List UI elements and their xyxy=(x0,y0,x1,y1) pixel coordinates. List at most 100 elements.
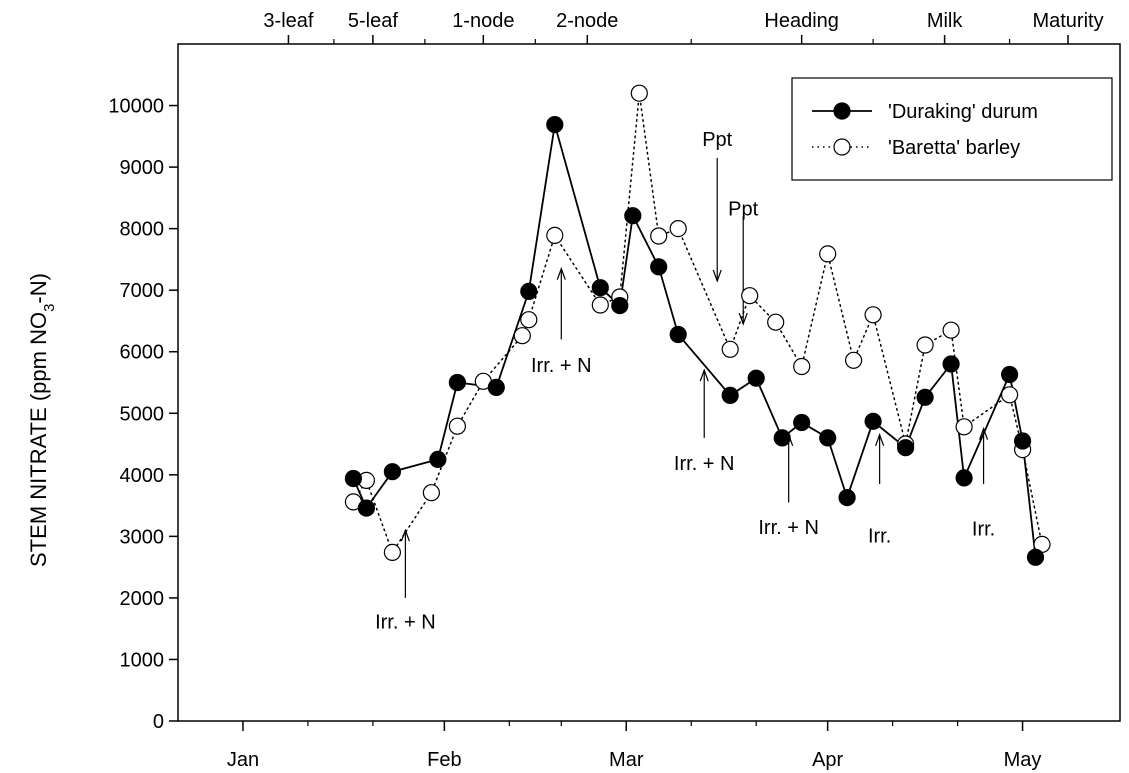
durum-point xyxy=(793,413,811,432)
durum-point xyxy=(344,469,362,488)
barley-point xyxy=(448,417,466,435)
legend: 'Duraking' durum 'Baretta' barley xyxy=(791,77,1113,181)
durum-point xyxy=(864,412,882,430)
y-tick-label: 10000 xyxy=(108,96,164,118)
y-tick-label: 3000 xyxy=(120,526,165,548)
stage-label: Maturity xyxy=(1032,10,1103,32)
barley-point xyxy=(942,321,960,339)
barley-point xyxy=(721,340,739,358)
stage-label: Milk xyxy=(927,10,964,32)
barley-point xyxy=(955,418,973,436)
durum-point xyxy=(487,378,505,396)
durum-point xyxy=(520,282,538,300)
x-tick-label: May xyxy=(1004,749,1042,771)
barley-point xyxy=(793,357,811,376)
y-tick-label: 9000 xyxy=(120,157,165,179)
stage-label: 1-node xyxy=(452,10,514,32)
durum-point xyxy=(1013,432,1032,450)
y-tick-label: 7000 xyxy=(120,280,165,302)
durum-point xyxy=(819,429,837,447)
durum-point xyxy=(611,297,629,315)
stage-label: 5-leaf xyxy=(348,10,398,32)
y-axis-title-sub: 3 xyxy=(41,304,58,312)
annotation-label: Irr. + N xyxy=(531,355,592,377)
annotation-label: Irr. xyxy=(972,519,995,541)
barley-point xyxy=(513,327,531,345)
durum-point xyxy=(669,325,687,344)
durum-line xyxy=(352,124,1037,558)
y-axis-title: STEM NITRATE (ppm NO3-N) xyxy=(26,273,58,567)
annotations: Irr. + N Irr. + N Irr. + N Irr. + N Irr. Irr.… xyxy=(375,129,995,634)
barley-point xyxy=(630,84,648,102)
durum-point xyxy=(383,463,401,481)
barley-point xyxy=(767,313,785,331)
barley-point xyxy=(864,306,882,324)
barley-point xyxy=(546,226,564,244)
legend-label-barley: 'Baretta' barley xyxy=(888,137,1020,159)
y-tick-label: 4000 xyxy=(120,465,165,487)
annotation-label: Irr. xyxy=(868,526,891,548)
legend-label-durum: 'Duraking' durum xyxy=(888,101,1038,123)
durum-point xyxy=(357,499,375,517)
durum-point xyxy=(429,450,447,468)
durum-point xyxy=(448,373,466,392)
x-tick-label: Jan xyxy=(227,749,259,771)
annotation-arrow-head xyxy=(400,528,410,542)
x-tick-label: Feb xyxy=(427,749,461,771)
annotation-label: Irr. + N xyxy=(674,453,735,475)
durum-point xyxy=(1000,365,1019,384)
x-tick-label: Mar xyxy=(609,749,644,771)
x-tick-label: Apr xyxy=(812,749,843,771)
annotation-label: Ppt xyxy=(728,199,758,221)
durum-point xyxy=(747,369,765,387)
y-axis-title-main: STEM NITRATE (ppm NO xyxy=(26,312,51,567)
annotation-arrow-head xyxy=(699,368,709,382)
durum-point xyxy=(546,115,564,134)
y-tick-label: 6000 xyxy=(120,342,165,364)
y-tick-label: 5000 xyxy=(120,403,165,425)
legend-marker-durum xyxy=(833,102,851,120)
durum-point xyxy=(942,355,960,373)
x-tick-labels: Jan Feb Mar Apr May xyxy=(227,749,1042,771)
durum-point xyxy=(721,386,739,404)
barley-point xyxy=(669,220,687,238)
barley-point xyxy=(1000,386,1019,404)
annotation-arrow-head xyxy=(875,433,885,447)
stage-label: Heading xyxy=(764,10,839,32)
top-stage-labels: 3-leaf 5-leaf 1-node 2-node Heading Milk Matur… xyxy=(263,10,1103,32)
barley-point xyxy=(383,543,401,562)
y-tick-labels: 0 1000 2000 3000 4000 5000 6000 7000 8000 9000 100… xyxy=(108,96,164,733)
durum-point xyxy=(916,388,934,406)
annotation-label: Ppt xyxy=(702,129,732,151)
durum-point xyxy=(624,207,642,225)
barley-point xyxy=(916,336,934,354)
durum-point xyxy=(591,279,609,297)
barley-point xyxy=(422,484,440,502)
durum-point xyxy=(773,429,791,447)
durum-point xyxy=(650,258,668,276)
axis-ticks xyxy=(169,35,1069,731)
durum-point xyxy=(955,469,973,487)
durum-point xyxy=(838,489,856,507)
plot-frame xyxy=(177,43,1121,722)
y-axis-title-tail: -N) xyxy=(26,273,51,304)
annotation-label: Irr. + N xyxy=(375,612,436,634)
y-tick-label: 8000 xyxy=(120,219,165,241)
durum-point xyxy=(896,439,915,457)
annotation-arrow-head xyxy=(556,266,566,280)
barley-point xyxy=(741,287,759,305)
annotation-arrow-head xyxy=(738,312,748,326)
y-tick-label: 0 xyxy=(153,711,164,733)
y-tick-label: 1000 xyxy=(120,649,165,671)
barley-point xyxy=(819,245,837,263)
stage-label: 2-node xyxy=(556,10,618,32)
barley-point xyxy=(591,296,609,314)
annotation-arrow-head xyxy=(712,269,722,283)
legend-box xyxy=(791,77,1113,181)
annotation-label: Irr. + N xyxy=(758,517,819,539)
barley-point xyxy=(520,311,538,329)
barley-point xyxy=(844,351,863,369)
y-tick-label: 2000 xyxy=(120,588,165,610)
stage-label: 3-leaf xyxy=(263,10,313,32)
